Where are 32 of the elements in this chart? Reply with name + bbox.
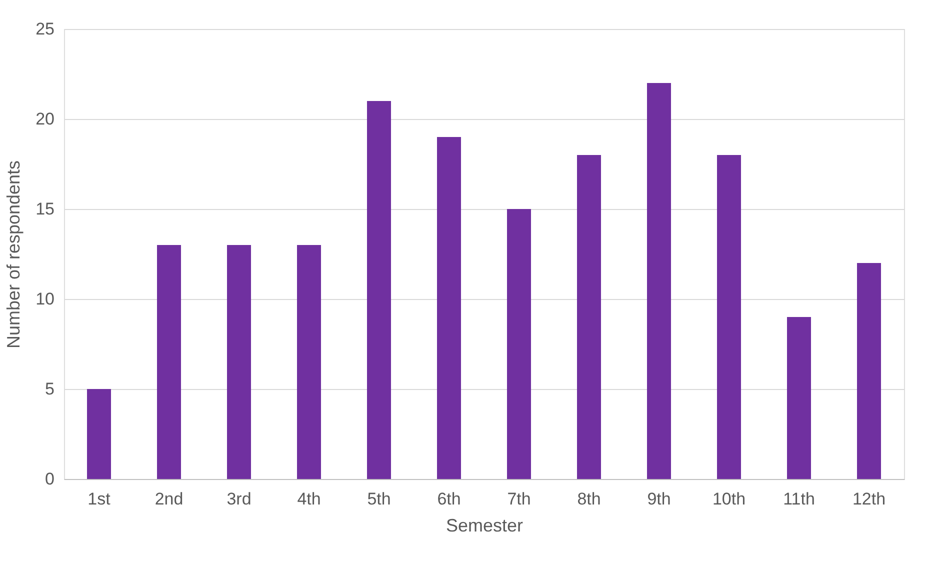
x-tick-label: 10th: [712, 490, 746, 508]
x-tick-label: 11th: [783, 490, 815, 508]
x-axis-title: Semester: [446, 516, 524, 536]
y-tick-label: 25: [36, 20, 54, 38]
bar: [157, 245, 181, 479]
x-tick-label: 2nd: [154, 490, 184, 508]
x-tick-label: 9th: [647, 490, 671, 508]
bar: [647, 83, 671, 479]
x-tick-label: 5th: [367, 490, 391, 508]
y-tick-label: 5: [45, 380, 54, 398]
y-tick-label: 15: [36, 200, 54, 218]
x-tick-label: 6th: [437, 490, 461, 508]
bar: [857, 263, 881, 479]
x-tick-label: 12th: [852, 490, 886, 508]
x-tick-label: 7th: [507, 490, 531, 508]
x-tick-label: 3rd: [226, 490, 252, 508]
bar: [437, 137, 461, 479]
bar: [717, 155, 741, 479]
y-tick-label: 10: [36, 290, 54, 308]
y-axis-title: Number of respondents: [4, 160, 24, 349]
bar: [507, 209, 531, 479]
x-tick-label: 8th: [577, 490, 601, 508]
bar: [367, 101, 391, 479]
bar: [87, 389, 111, 479]
bar: [297, 245, 321, 479]
x-tick-label: 1st: [88, 490, 111, 508]
bar: [787, 317, 811, 479]
x-tick-label: 4th: [297, 490, 321, 508]
y-tick-label: 0: [45, 470, 54, 488]
y-tick-label: 20: [36, 110, 54, 128]
bar: [577, 155, 601, 479]
bar: [227, 245, 251, 479]
